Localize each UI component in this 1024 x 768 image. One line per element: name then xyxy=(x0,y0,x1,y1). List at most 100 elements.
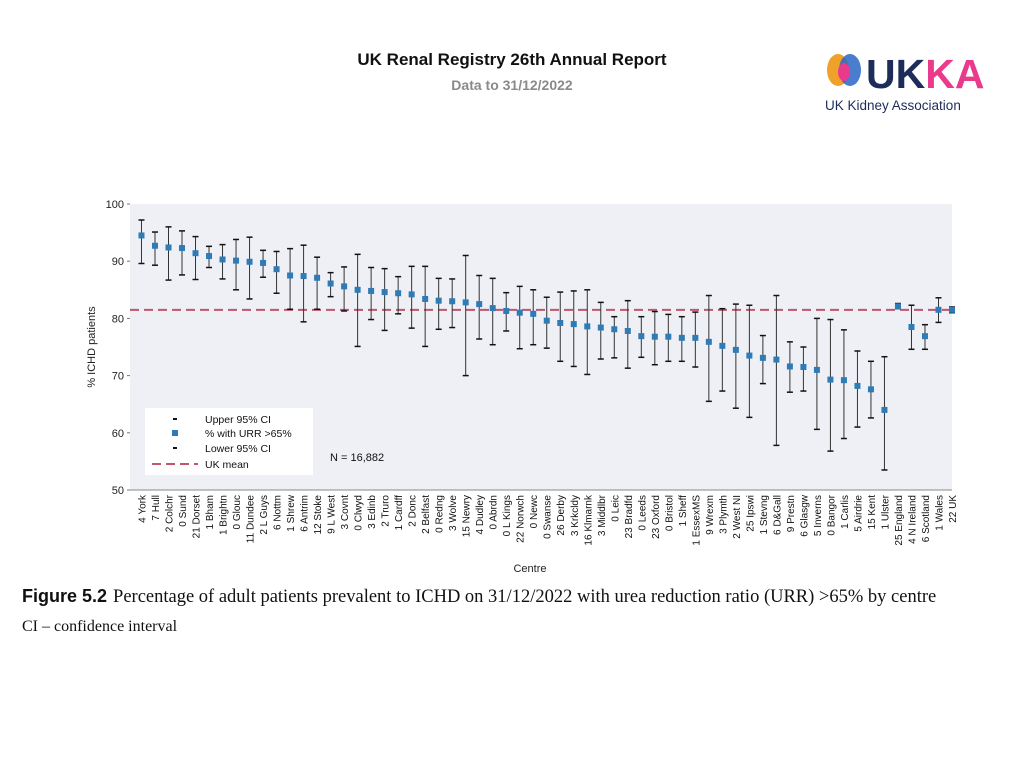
x-tick-label: 4 N Ireland xyxy=(907,495,918,544)
data-point xyxy=(300,273,307,280)
data-point xyxy=(138,232,145,239)
x-tick-label: 0 Clwyd xyxy=(354,495,365,531)
x-tick-label: 0 Leic xyxy=(610,495,621,522)
y-tick-label: 80 xyxy=(112,313,124,325)
x-tick-label: 6 Antrim xyxy=(300,495,311,532)
data-point xyxy=(800,364,807,371)
y-tick-label: 50 xyxy=(112,485,124,497)
y-tick-label: 90 xyxy=(112,256,124,268)
x-tick-label: 15 Kent xyxy=(867,495,878,530)
x-tick-label: 6 Scotland xyxy=(921,495,932,542)
x-tick-label: 3 Krkcldy xyxy=(570,495,581,536)
logo-wordmark-ka: KA xyxy=(925,51,984,96)
data-point xyxy=(786,363,793,370)
y-tick-label: 60 xyxy=(112,428,124,440)
data-point xyxy=(921,333,928,340)
data-point xyxy=(949,306,955,313)
data-point xyxy=(827,376,834,383)
data-point xyxy=(570,321,577,328)
x-tick-label: 4 York xyxy=(137,494,148,523)
x-tick-label: 1 Wales xyxy=(934,495,945,531)
data-point xyxy=(246,258,253,265)
data-point xyxy=(840,377,847,384)
data-point xyxy=(179,245,186,252)
x-tick-label: 1 Ulster xyxy=(880,494,891,529)
x-tick-label: 26 Derby xyxy=(556,495,567,536)
data-point xyxy=(813,366,820,373)
x-tick-label: 0 Glouc xyxy=(232,495,243,529)
x-tick-label: 0 Abrdn xyxy=(489,495,500,529)
x-tick-label: 3 Plymth xyxy=(718,495,729,534)
logo-wordmark-uk: UK xyxy=(866,51,926,96)
logo-kidney-center xyxy=(838,63,850,81)
data-point xyxy=(151,242,158,249)
figure-caption: Figure 5.2 Percentage of adult patients p… xyxy=(22,586,1012,608)
x-axis-label: Centre xyxy=(513,563,546,575)
x-tick-label: 9 Wrexm xyxy=(705,495,716,535)
data-point xyxy=(395,290,402,297)
x-tick-label: 4 Dudley xyxy=(475,495,486,534)
figure-caption-note: CI – confidence interval xyxy=(22,618,178,635)
figure-label: Figure 5.2 xyxy=(22,586,108,606)
x-tick-label: 1 Sheff xyxy=(678,495,689,527)
data-point xyxy=(462,299,469,306)
x-tick-label: 16 Klmarnk xyxy=(583,494,594,546)
x-tick-label: 25 Ipswi xyxy=(745,495,756,532)
data-point xyxy=(665,333,672,340)
data-point xyxy=(894,303,901,310)
x-tick-label: 2 L Guys xyxy=(259,495,270,535)
legend-point-marker xyxy=(172,430,178,436)
data-point xyxy=(435,297,442,304)
x-tick-label: 23 Bradfd xyxy=(624,495,635,538)
x-tick-label: 23 Oxford xyxy=(651,495,662,539)
x-tick-label: 2 Belfast xyxy=(421,495,432,534)
data-point xyxy=(705,338,712,345)
x-tick-label: 6 Glasgw xyxy=(799,494,810,536)
x-tick-label: 5 Airdrie xyxy=(853,495,864,532)
data-point xyxy=(327,280,334,287)
data-point xyxy=(219,256,226,263)
x-tick-label: 21 Dorset xyxy=(192,495,203,539)
data-point xyxy=(557,319,564,326)
x-tick-label: 15 Newry xyxy=(462,495,473,537)
x-tick-label: 0 Swanse xyxy=(543,495,554,539)
legend-lower-label: Lower 95% CI xyxy=(205,443,271,455)
x-tick-label: 2 West NI xyxy=(732,495,743,539)
data-point xyxy=(732,346,739,353)
data-point xyxy=(678,334,685,341)
x-tick-label: 1 Stevng xyxy=(759,495,770,534)
x-tick-label: 2 Colchr xyxy=(164,494,175,532)
data-point xyxy=(476,301,483,308)
data-point xyxy=(341,283,348,290)
data-point xyxy=(935,306,942,313)
data-point xyxy=(773,356,780,363)
x-tick-label: 0 Leeds xyxy=(637,495,648,531)
data-point xyxy=(206,253,213,260)
data-point xyxy=(867,386,874,393)
x-tick-label: 0 Sund xyxy=(178,495,189,527)
data-point xyxy=(192,250,199,257)
x-tick-label: 1 Cardff xyxy=(394,495,405,531)
data-point xyxy=(314,274,321,281)
data-point xyxy=(422,295,429,302)
data-point xyxy=(287,272,294,279)
x-tick-label: 0 L Kings xyxy=(502,495,513,536)
report-subtitle: Data to 31/12/2022 xyxy=(451,77,573,93)
x-tick-label: 1 Carlis xyxy=(840,495,851,529)
data-point xyxy=(611,326,618,333)
x-tick-label: 6 Nottm xyxy=(273,495,284,530)
data-point xyxy=(719,342,726,349)
data-point xyxy=(759,354,766,361)
x-tick-label: 9 L West xyxy=(327,495,338,534)
x-tick-label: 3 Middlbr xyxy=(597,494,608,536)
x-tick-label: 2 Truro xyxy=(381,495,392,527)
legend-mean-label: UK mean xyxy=(205,459,249,471)
n-label: N = 16,882 xyxy=(330,452,384,464)
x-tick-label: 9 Prestn xyxy=(786,495,797,532)
logo-wordmark: UKKA xyxy=(866,51,984,96)
data-point xyxy=(597,324,604,331)
data-point xyxy=(165,244,172,251)
data-point xyxy=(503,307,510,314)
x-tick-label: 6 D&Gall xyxy=(772,495,783,535)
